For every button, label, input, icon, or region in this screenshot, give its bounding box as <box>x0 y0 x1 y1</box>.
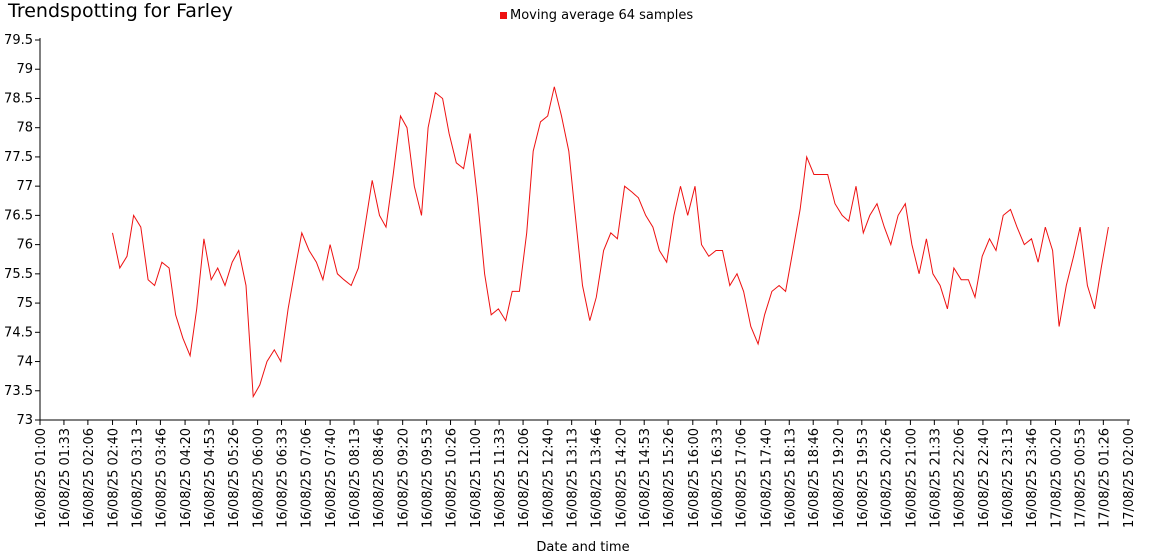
x-tick-label: 16/08/25 13:13 <box>566 428 581 528</box>
x-tick-label: 16/08/25 11:00 <box>469 428 484 528</box>
x-tick-label: 16/08/25 23:13 <box>1001 428 1016 528</box>
x-tick-label: 16/08/25 09:20 <box>397 428 412 528</box>
y-tick-label: 79.5 <box>4 33 33 48</box>
x-tick-label: 16/08/25 11:33 <box>493 428 508 528</box>
x-tick-label: 16/08/25 12:06 <box>517 428 532 528</box>
x-tick-label: 16/08/25 22:06 <box>952 428 967 528</box>
x-tick-label: 16/08/25 08:13 <box>348 428 363 528</box>
x-tick-label: 16/08/25 21:33 <box>928 428 943 528</box>
x-tick-label: 16/08/25 14:20 <box>614 428 629 528</box>
x-tick-label: 16/08/25 03:46 <box>154 428 169 528</box>
x-tick-label: 16/08/25 13:46 <box>590 428 605 528</box>
y-tick-label: 74.5 <box>4 325 33 340</box>
x-tick-label: 16/08/25 02:40 <box>107 428 122 528</box>
x-tick-label: 16/08/25 07:06 <box>299 428 314 528</box>
x-tick-label: 17/08/25 00:53 <box>1073 428 1088 528</box>
x-tick-label: 16/08/25 01:33 <box>58 428 73 528</box>
y-tick-label: 76.5 <box>4 208 33 223</box>
x-tick-label: 17/08/25 00:20 <box>1049 428 1064 528</box>
x-tick-label: 16/08/25 23:46 <box>1025 428 1040 528</box>
x-tick-label: 16/08/25 05:26 <box>227 428 242 528</box>
x-tick-label: 17/08/25 02:00 <box>1122 428 1137 528</box>
y-tick-label: 75.5 <box>4 267 33 282</box>
x-tick-label: 16/08/25 04:53 <box>203 428 218 528</box>
x-tick-label: 16/08/25 15:26 <box>662 428 677 528</box>
y-tick-label: 78.5 <box>4 91 33 106</box>
legend-label: Moving average 64 samples <box>510 8 693 23</box>
x-tick-label: 16/08/25 06:33 <box>276 428 291 528</box>
y-tick-label: 78 <box>16 121 33 136</box>
x-axis-label: Date and time <box>536 540 629 555</box>
x-tick-label: 16/08/25 03:13 <box>130 428 145 528</box>
x-tick-label: 16/08/25 16:33 <box>711 428 726 528</box>
x-tick-label: 17/08/25 01:26 <box>1097 428 1112 528</box>
x-tick-label: 16/08/25 14:53 <box>638 428 653 528</box>
legend-swatch <box>500 12 507 19</box>
x-tick-label: 16/08/25 06:00 <box>252 428 267 528</box>
x-tick-label: 16/08/25 12:40 <box>542 428 557 528</box>
y-tick-label: 75 <box>16 296 33 311</box>
chart-title: Trendspotting for Farley <box>7 0 233 22</box>
x-tick-label: 16/08/25 18:13 <box>783 428 798 528</box>
x-tick-label: 16/08/25 17:40 <box>759 428 774 528</box>
x-tick-label: 16/08/25 18:46 <box>807 428 822 528</box>
x-tick-label: 16/08/25 21:00 <box>904 428 919 528</box>
y-tick-label: 77 <box>16 179 33 194</box>
y-tick-label: 73 <box>16 413 33 428</box>
x-tick-label: 16/08/25 16:00 <box>687 428 702 528</box>
x-tick-label: 16/08/25 04:20 <box>179 428 194 528</box>
x-tick-label: 16/08/25 10:26 <box>445 428 460 528</box>
x-tick-label: 16/08/25 17:06 <box>735 428 750 528</box>
x-tick-label: 16/08/25 08:46 <box>372 428 387 528</box>
x-tick-label: 16/08/25 20:26 <box>880 428 895 528</box>
series-line <box>112 86 1109 399</box>
x-tick-label: 16/08/25 09:53 <box>421 428 436 528</box>
y-tick-label: 79 <box>16 62 33 77</box>
x-tick-label: 16/08/25 02:06 <box>82 428 97 528</box>
x-tick-label: 16/08/25 01:00 <box>34 428 49 528</box>
x-tick-label: 16/08/25 07:40 <box>324 428 339 528</box>
x-tick-label: 16/08/25 22:40 <box>977 428 992 528</box>
y-tick-label: 73.5 <box>4 384 33 399</box>
y-tick-label: 77.5 <box>4 150 33 165</box>
y-tick-label: 76 <box>16 238 33 253</box>
x-tick-label: 16/08/25 19:53 <box>856 428 871 528</box>
x-tick-label: 16/08/25 19:20 <box>832 428 847 528</box>
y-tick-label: 74 <box>16 355 33 370</box>
